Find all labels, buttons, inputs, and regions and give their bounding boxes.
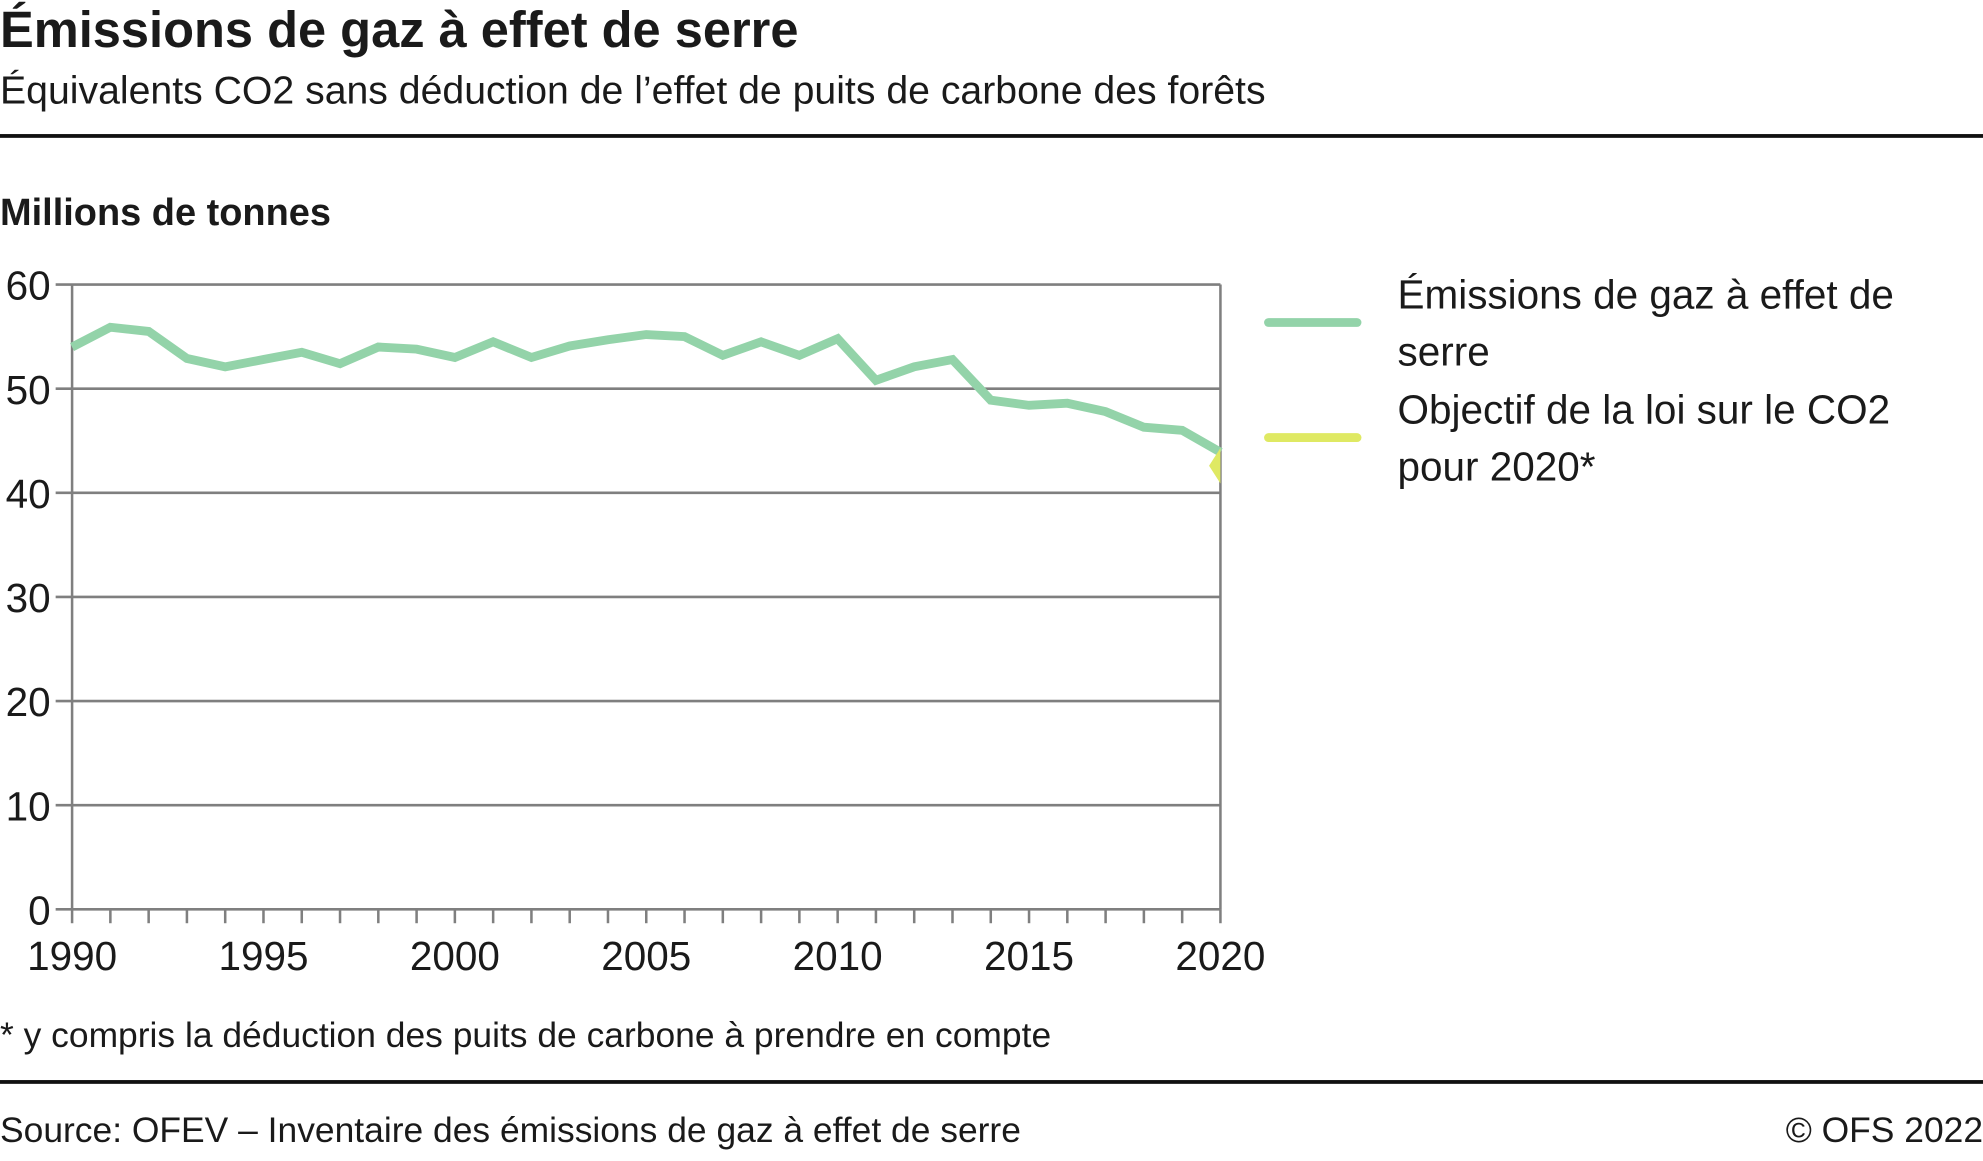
y-axis-label: Millions de tonnes xyxy=(0,192,331,234)
x-tick-label: 2010 xyxy=(793,933,883,979)
bottom-rule xyxy=(0,1080,1983,1084)
x-tick-label: 1990 xyxy=(27,933,117,979)
x-tick-label: 2005 xyxy=(601,933,691,979)
y-tick-label: 40 xyxy=(6,471,51,517)
y-tick-label: 10 xyxy=(6,783,51,829)
legend-label-target: Objectif de la loi sur le CO2 pour 2020* xyxy=(1397,386,1891,490)
copyright: © OFS 2022 xyxy=(1785,1110,1983,1150)
y-tick-label: 30 xyxy=(6,575,51,621)
x-tick-label: 2000 xyxy=(410,933,500,979)
x-tick-label: 2020 xyxy=(1175,933,1265,979)
y-tick-label: 60 xyxy=(6,263,51,309)
legend-label-emissions: Émissions de gaz à effet de serre xyxy=(1397,271,1894,375)
y-tick-label: 20 xyxy=(6,679,51,725)
chart-subtitle: Équivalents CO2 sans déduction de l’effe… xyxy=(0,68,1266,113)
source-note: Source: OFEV – Inventaire des émissions … xyxy=(0,1110,1021,1150)
chart-title: Émissions de gaz à effet de serre xyxy=(0,2,799,59)
y-tick-label: 50 xyxy=(6,367,51,413)
x-tick-label: 2015 xyxy=(984,933,1074,979)
x-tick-label: 1995 xyxy=(218,933,308,979)
target-marker xyxy=(1209,448,1221,484)
top-rule xyxy=(0,134,1983,138)
footnote: * y compris la déduction des puits de ca… xyxy=(0,1015,1052,1055)
y-tick-label: 0 xyxy=(28,887,51,933)
